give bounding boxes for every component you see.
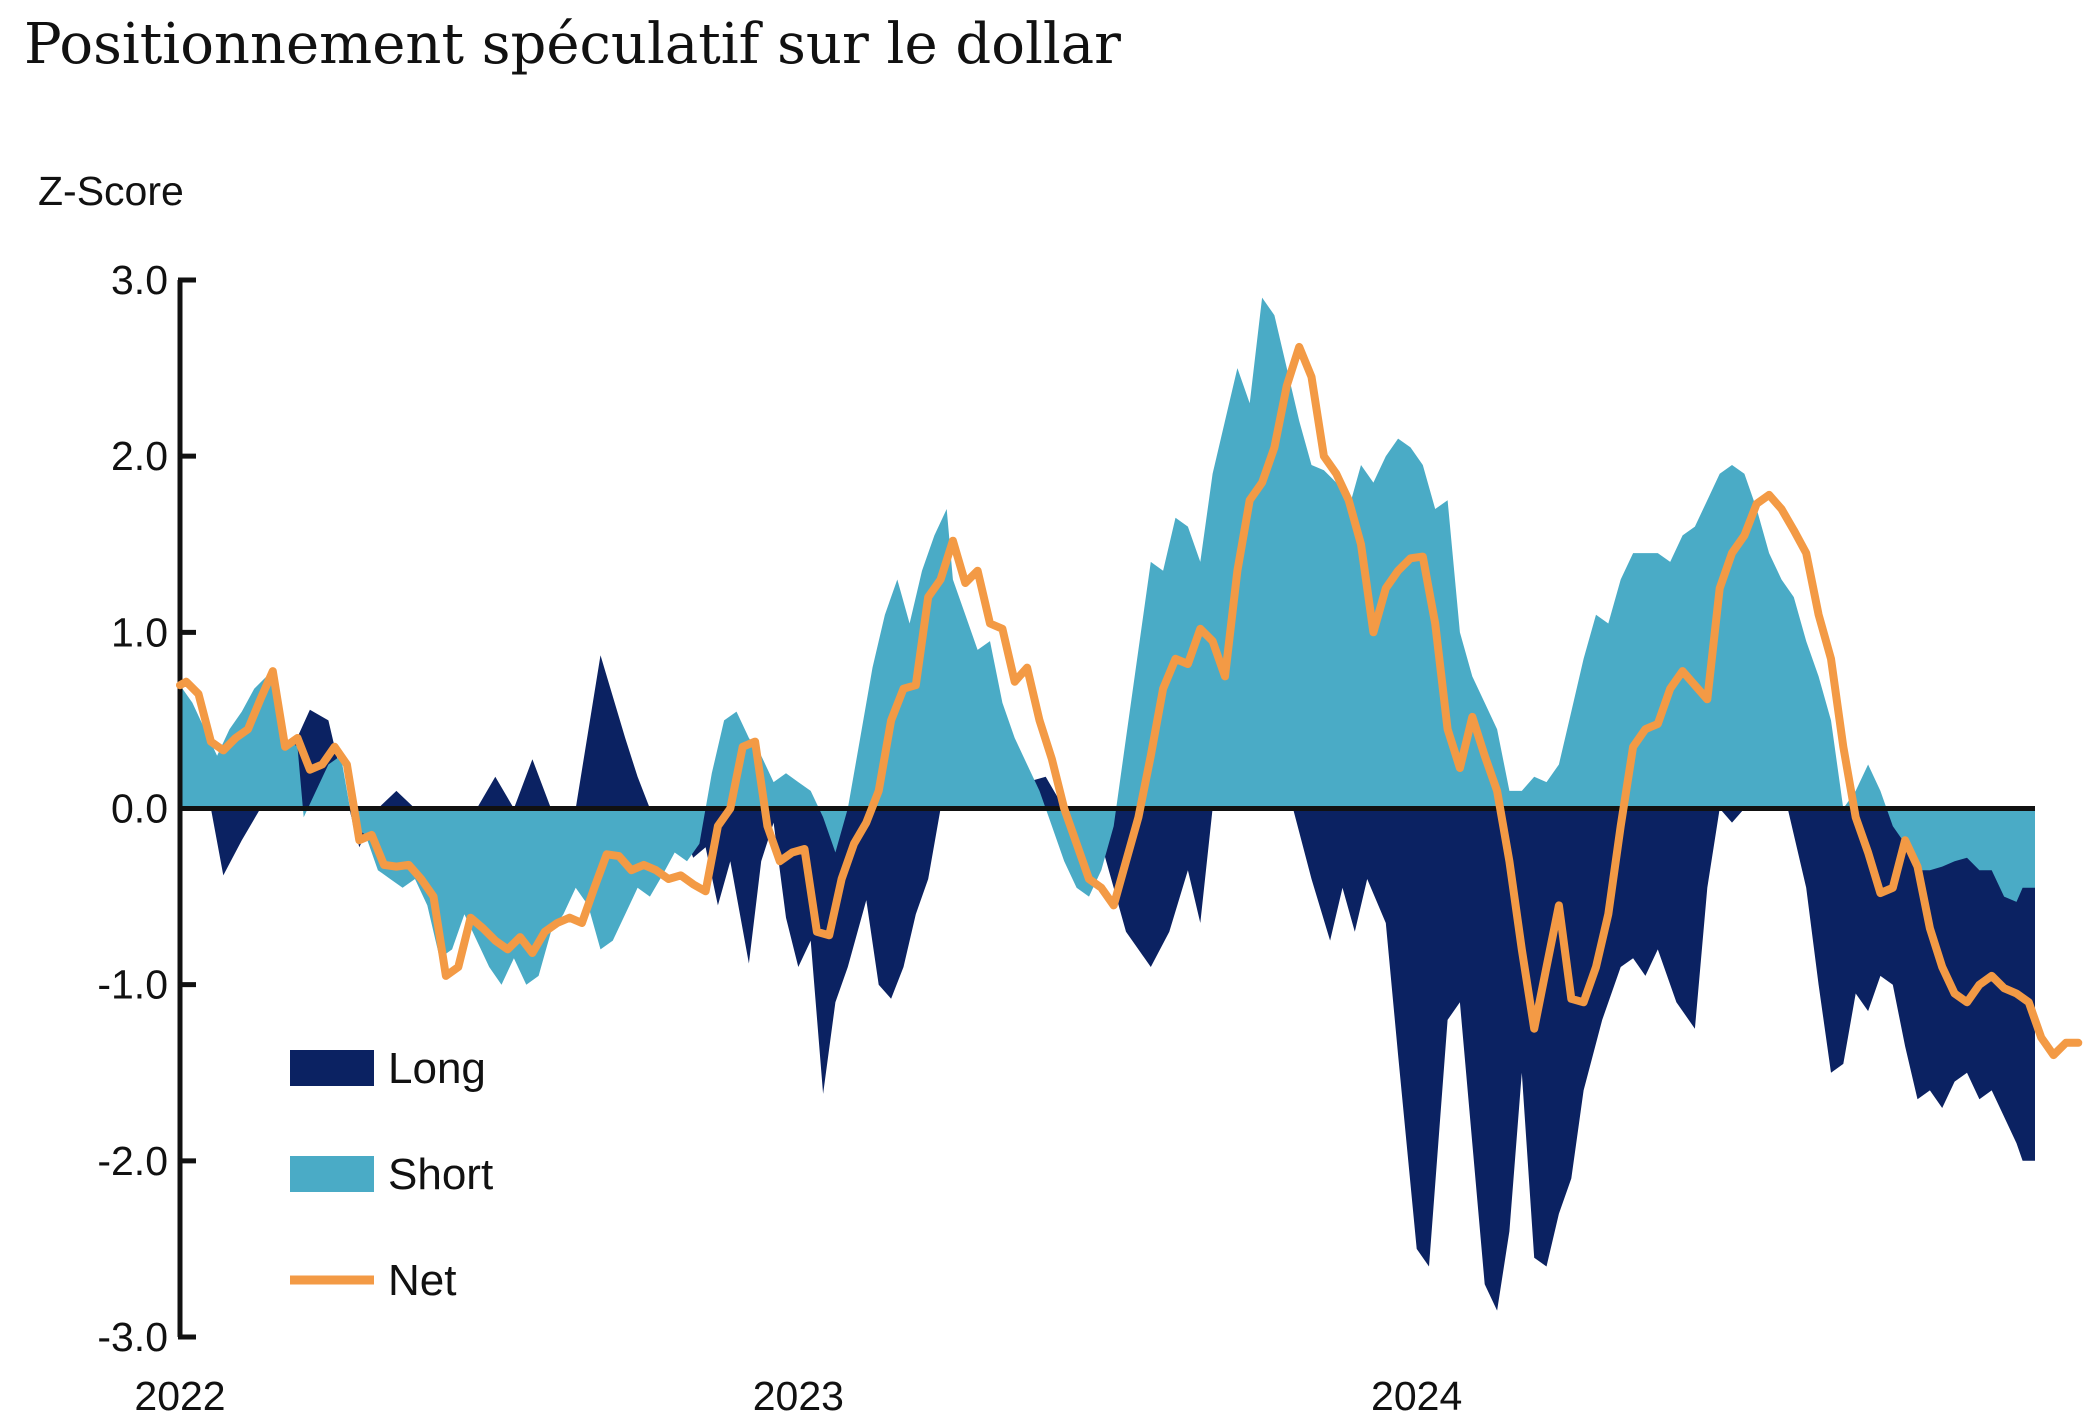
chart-legend: Long Short Net [290,1044,493,1305]
x-tick-label: 2022 [134,1373,225,1419]
y-tick-label: -2.0 [97,1138,168,1184]
line-net [176,342,2083,1060]
chart-net-line [176,342,2083,1060]
y-tick-label: 1.0 [111,609,168,655]
legend-label-short: Short [388,1150,493,1199]
legend-swatch-short [290,1156,374,1192]
y-tick-label: 0.0 [111,786,168,832]
y-tick-label: -3.0 [97,1314,168,1360]
y-axis-label: Z-Score [38,168,184,214]
y-tick-label: -1.0 [97,962,168,1008]
chart-title: Positionnement spéculatif sur le dollar [24,12,1121,77]
legend-swatch-long [290,1050,374,1086]
y-tick-label: 3.0 [111,257,168,303]
legend-label-long: Long [388,1044,486,1093]
area-long [180,655,2035,1311]
chart-tick-labels: 3.0 2.0 1.0 0.0 -1.0 -2.0 -3.0 2022 2023 2024 [97,257,1462,1419]
legend-label-net: Net [388,1256,456,1305]
chart-axes [177,277,2035,1340]
y-tick-label: 2.0 [111,433,168,479]
x-tick-label: 2023 [753,1373,844,1419]
x-tick-label: 2024 [1371,1373,1462,1419]
area-short [180,297,2035,985]
chart-areas [180,297,2035,1311]
